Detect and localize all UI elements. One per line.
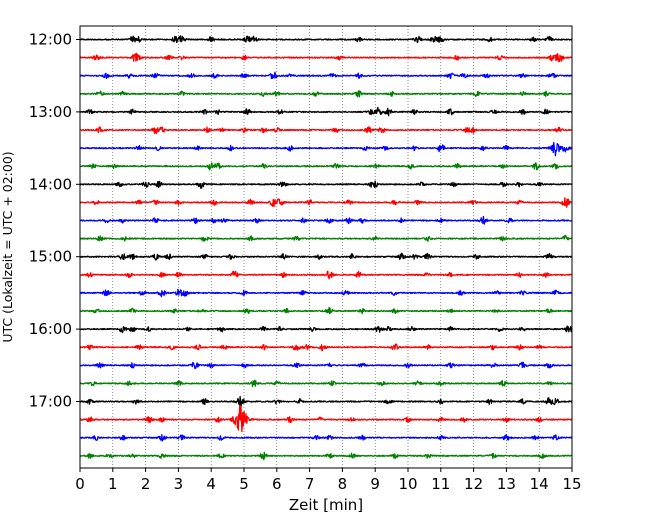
seismic-trace — [79, 252, 573, 261]
x-tick-label: 4 — [206, 475, 216, 493]
seismic-trace — [79, 162, 573, 171]
x-tick-label: 9 — [370, 475, 380, 493]
y-tick-label: 16:00 — [29, 320, 72, 338]
seismic-trace — [79, 379, 573, 388]
seismic-trace — [79, 234, 573, 242]
seismic-trace — [79, 52, 573, 63]
seismic-trace — [79, 141, 573, 157]
seismic-trace — [79, 306, 573, 315]
seismic-trace — [79, 325, 573, 334]
seismic-trace — [79, 71, 573, 80]
seismic-trace — [79, 180, 573, 189]
seismic-trace — [79, 215, 573, 225]
seismic-trace — [79, 405, 573, 433]
y-axis-label: UTC (Lokalzeit = UTC + 02:00) — [0, 151, 15, 342]
seismic-trace — [79, 106, 573, 117]
x-tick-label: 5 — [239, 475, 249, 493]
plot-background — [80, 26, 572, 468]
x-tick-label: 2 — [141, 475, 151, 493]
seismic-trace — [79, 361, 573, 370]
seismic-trace — [79, 126, 573, 135]
x-tick-label: 6 — [272, 475, 282, 493]
seismic-trace — [79, 35, 573, 44]
x-tick-label: 13 — [497, 475, 516, 493]
seismic-trace — [79, 197, 573, 208]
y-tick-label: 15:00 — [29, 248, 72, 266]
x-tick-label: 7 — [305, 475, 315, 493]
x-tick-label: 1 — [108, 475, 118, 493]
seismic-trace — [79, 270, 573, 280]
y-axis-ticks: 12:00 13:00 14:00 15:00 16:00 17:00 — [29, 31, 80, 411]
plot-frame — [79, 25, 573, 469]
x-tick-label: 14 — [530, 475, 549, 493]
y-tick-label: 12:00 — [29, 31, 72, 49]
x-axis-label: Zeit [min] — [289, 496, 363, 514]
x-tick-label: 11 — [431, 475, 450, 493]
x-tick-label: 0 — [75, 475, 85, 493]
x-tick-label: 12 — [464, 475, 483, 493]
y-tick-label: 14:00 — [29, 175, 72, 193]
x-tick-label: 8 — [338, 475, 348, 493]
seismic-trace — [79, 433, 573, 442]
x-axis-ticks: 0 1 2 3 4 5 6 7 8 9 10 11 12 13 14 15 — [75, 468, 582, 493]
seismic-trace — [79, 288, 573, 298]
seismic-trace — [79, 451, 573, 461]
y-tick-label: 17:00 — [29, 393, 72, 411]
y-tick-label: 13:00 — [29, 103, 72, 121]
seismic-trace — [79, 343, 573, 352]
x-tick-label: 10 — [398, 475, 417, 493]
seismic-trace — [79, 90, 573, 98]
x-tick-label: 3 — [174, 475, 184, 493]
seismic-trace — [79, 395, 573, 408]
trace-group — [79, 35, 573, 461]
x-tick-label: 15 — [562, 475, 581, 493]
